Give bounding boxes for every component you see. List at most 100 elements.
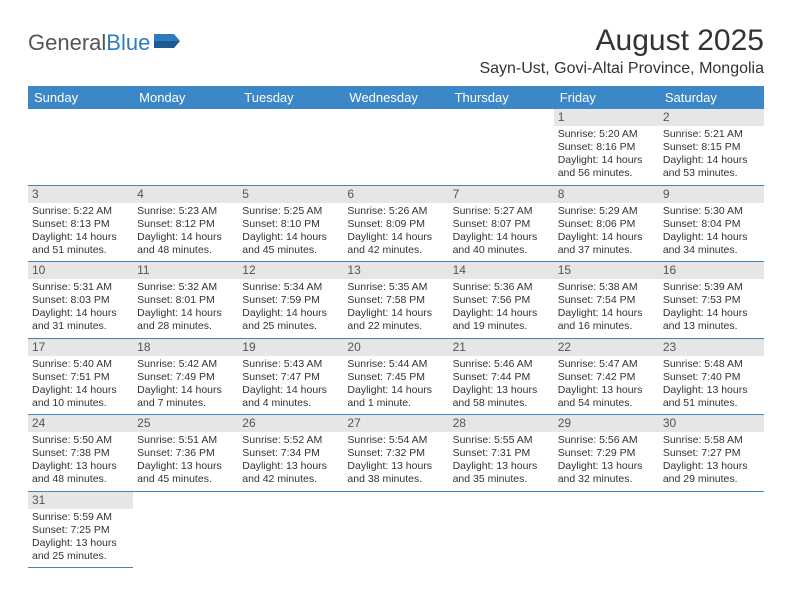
day-detail: Sunrise: 5:39 AM — [663, 281, 760, 294]
day-detail: Daylight: 13 hours and 54 minutes. — [558, 384, 655, 410]
day-detail: Sunset: 8:16 PM — [558, 141, 655, 154]
day-detail: Sunset: 8:09 PM — [347, 218, 444, 231]
calendar-cell: 1Sunrise: 5:20 AMSunset: 8:16 PMDaylight… — [554, 109, 659, 186]
day-detail: Daylight: 14 hours and 48 minutes. — [137, 231, 234, 257]
logo-text-1: General — [28, 30, 106, 56]
calendar-cell: 7 Sunrise: 5:27 AMSunset: 8:07 PMDaylight… — [449, 186, 554, 263]
day-detail: Daylight: 13 hours and 32 minutes. — [558, 460, 655, 486]
calendar-cell: 29 Sunrise: 5:56 AMSunset: 7:29 PMDayligh… — [554, 415, 659, 492]
day-detail: Sunrise: 5:40 AM — [32, 358, 129, 371]
day-detail: Sunset: 8:06 PM — [558, 218, 655, 231]
day-detail: Sunrise: 5:31 AM — [32, 281, 129, 294]
day-detail: Sunrise: 5:56 AM — [558, 434, 655, 447]
day-detail: Daylight: 14 hours and 4 minutes. — [242, 384, 339, 410]
day-number: 22 — [554, 339, 659, 356]
day-detail: Sunset: 7:49 PM — [137, 371, 234, 384]
weekday-header: Thursday — [449, 86, 554, 109]
day-number: 20 — [343, 339, 448, 356]
calendar-cell — [133, 492, 238, 569]
calendar-cell: 18Sunrise: 5:42 AMSunset: 7:49 PMDayligh… — [133, 339, 238, 416]
day-detail: Sunrise: 5:55 AM — [453, 434, 550, 447]
day-detail: Daylight: 14 hours and 19 minutes. — [453, 307, 550, 333]
calendar-cell — [449, 109, 554, 186]
day-detail: Sunset: 7:51 PM — [32, 371, 129, 384]
day-detail: Daylight: 14 hours and 37 minutes. — [558, 231, 655, 257]
calendar-cell — [238, 492, 343, 569]
day-detail: Sunset: 7:40 PM — [663, 371, 760, 384]
day-detail: Sunrise: 5:51 AM — [137, 434, 234, 447]
day-number: 18 — [133, 339, 238, 356]
day-detail: Daylight: 13 hours and 35 minutes. — [453, 460, 550, 486]
day-number: 6 — [343, 186, 448, 203]
day-detail: Sunrise: 5:59 AM — [32, 511, 129, 524]
calendar-cell: 19Sunrise: 5:43 AMSunset: 7:47 PMDayligh… — [238, 339, 343, 416]
day-detail: Sunrise: 5:26 AM — [347, 205, 444, 218]
day-detail: Sunset: 7:59 PM — [242, 294, 339, 307]
day-detail: Sunrise: 5:21 AM — [663, 128, 760, 141]
day-detail: Sunset: 7:32 PM — [347, 447, 444, 460]
calendar-cell — [659, 492, 764, 569]
calendar-cell: 23Sunrise: 5:48 AMSunset: 7:40 PMDayligh… — [659, 339, 764, 416]
calendar-cell — [28, 109, 133, 186]
calendar-cell: 5Sunrise: 5:25 AMSunset: 8:10 PMDaylight… — [238, 186, 343, 263]
day-detail: Daylight: 13 hours and 51 minutes. — [663, 384, 760, 410]
calendar-cell: 3Sunrise: 5:22 AMSunset: 8:13 PMDaylight… — [28, 186, 133, 263]
location-text: Sayn-Ust, Govi-Altai Province, Mongolia — [479, 60, 764, 78]
day-number: 17 — [28, 339, 133, 356]
day-detail: Sunset: 8:07 PM — [453, 218, 550, 231]
day-detail: Sunrise: 5:48 AM — [663, 358, 760, 371]
day-detail: Sunset: 8:12 PM — [137, 218, 234, 231]
day-detail: Daylight: 14 hours and 22 minutes. — [347, 307, 444, 333]
day-detail: Sunset: 7:47 PM — [242, 371, 339, 384]
day-number: 16 — [659, 262, 764, 279]
weekday-header: Tuesday — [238, 86, 343, 109]
calendar-cell: 31Sunrise: 5:59 AMSunset: 7:25 PMDayligh… — [28, 492, 133, 569]
day-detail: Sunset: 8:13 PM — [32, 218, 129, 231]
calendar-cell: 24Sunrise: 5:50 AMSunset: 7:38 PMDayligh… — [28, 415, 133, 492]
calendar-cell: 16Sunrise: 5:39 AMSunset: 7:53 PMDayligh… — [659, 262, 764, 339]
day-detail: Sunrise: 5:25 AM — [242, 205, 339, 218]
day-detail: Daylight: 13 hours and 38 minutes. — [347, 460, 444, 486]
day-detail: Daylight: 13 hours and 48 minutes. — [32, 460, 129, 486]
day-number: 2 — [659, 109, 764, 126]
day-detail: Daylight: 13 hours and 45 minutes. — [137, 460, 234, 486]
day-detail: Daylight: 14 hours and 53 minutes. — [663, 154, 760, 180]
day-detail: Sunrise: 5:36 AM — [453, 281, 550, 294]
day-detail: Daylight: 14 hours and 16 minutes. — [558, 307, 655, 333]
day-detail: Daylight: 14 hours and 25 minutes. — [242, 307, 339, 333]
calendar-cell: 25Sunrise: 5:51 AMSunset: 7:36 PMDayligh… — [133, 415, 238, 492]
day-detail: Sunrise: 5:27 AM — [453, 205, 550, 218]
day-detail: Sunset: 7:36 PM — [137, 447, 234, 460]
day-number: 29 — [554, 415, 659, 432]
month-title: August 2025 — [479, 24, 764, 58]
day-number: 1 — [554, 109, 659, 126]
day-detail: Daylight: 14 hours and 31 minutes. — [32, 307, 129, 333]
day-number: 28 — [449, 415, 554, 432]
day-detail: Daylight: 14 hours and 42 minutes. — [347, 231, 444, 257]
day-detail: Sunset: 8:10 PM — [242, 218, 339, 231]
calendar-header-row: SundayMondayTuesdayWednesdayThursdayFrid… — [28, 86, 764, 109]
day-detail: Daylight: 14 hours and 40 minutes. — [453, 231, 550, 257]
calendar-cell: 10Sunrise: 5:31 AMSunset: 8:03 PMDayligh… — [28, 262, 133, 339]
day-number: 13 — [343, 262, 448, 279]
day-number: 8 — [554, 186, 659, 203]
day-detail: Sunset: 7:27 PM — [663, 447, 760, 460]
weekday-header: Sunday — [28, 86, 133, 109]
day-detail: Daylight: 14 hours and 28 minutes. — [137, 307, 234, 333]
calendar-cell: 15Sunrise: 5:38 AMSunset: 7:54 PMDayligh… — [554, 262, 659, 339]
day-detail: Daylight: 14 hours and 51 minutes. — [32, 231, 129, 257]
calendar-cell — [238, 109, 343, 186]
day-detail: Sunset: 8:04 PM — [663, 218, 760, 231]
day-detail: Sunrise: 5:42 AM — [137, 358, 234, 371]
day-detail: Sunrise: 5:52 AM — [242, 434, 339, 447]
day-number: 7 — [449, 186, 554, 203]
day-detail: Sunset: 7:29 PM — [558, 447, 655, 460]
weekday-header: Saturday — [659, 86, 764, 109]
day-detail: Sunset: 7:38 PM — [32, 447, 129, 460]
day-detail: Sunset: 7:34 PM — [242, 447, 339, 460]
logo: GeneralBlue — [28, 30, 182, 56]
day-detail: Sunrise: 5:29 AM — [558, 205, 655, 218]
day-number: 4 — [133, 186, 238, 203]
day-number: 5 — [238, 186, 343, 203]
day-detail: Sunrise: 5:20 AM — [558, 128, 655, 141]
